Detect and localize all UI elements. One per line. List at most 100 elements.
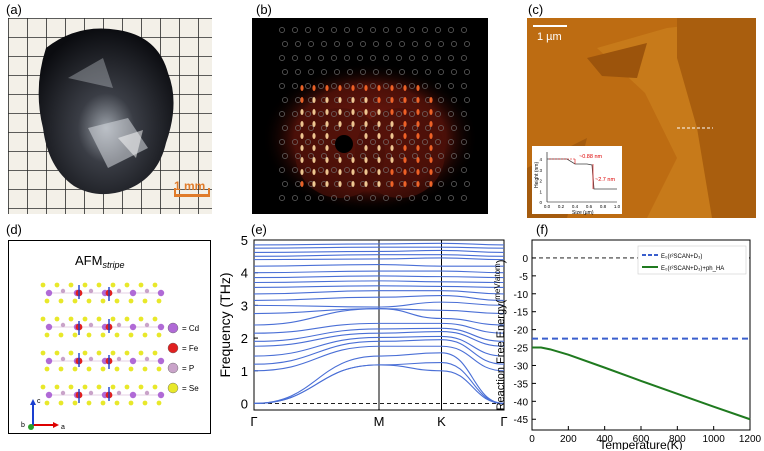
atom-p [60,288,66,294]
atom-se [44,366,50,372]
atom-cd [157,289,165,297]
atom-p [88,322,94,328]
panel-label-e: (e) [251,222,267,237]
structure-title-sub: stripe [102,260,124,270]
legend-swatch [167,382,179,394]
legend-box [637,245,747,275]
atom-se [114,366,120,372]
phonon-band [253,246,505,249]
inset-ytick: 1 [539,189,542,194]
xtick-label: 600 [633,434,650,445]
ytick-label: -5 [519,272,528,283]
legend-swatch [167,362,179,374]
atom-se [82,384,88,390]
xtick-label: 400 [596,434,613,445]
legend-label: = P [182,364,194,373]
atom-p [116,322,122,328]
crystal-photo: 1 mm [8,18,212,214]
axis-c-label: c [37,398,41,405]
atom-p [144,356,150,362]
phonon-band [253,280,505,284]
atom-se [72,400,78,406]
scale-bar-label-a: 1 mm [174,179,205,193]
atom-se [40,350,46,356]
atom-p [88,356,94,362]
atom-se [110,282,116,288]
atom-se [138,384,144,390]
series-line [532,346,751,421]
atom-cd [129,323,137,331]
atom-se [128,332,134,338]
atom-cd [157,391,165,399]
atom-se [152,350,158,356]
xtick-label: 1000 [703,434,726,445]
atom-se [86,332,92,338]
atom-se [40,316,46,322]
atom-se [44,332,50,338]
atom-se [110,350,116,356]
atom-se [96,384,102,390]
atom-p [144,322,150,328]
inset-annot-1: ~0.88 nm [579,154,603,160]
inset-xtick: 0.6 [586,204,593,209]
atom-se [68,316,74,322]
phonon-dispersion-chart: Γ M K Γ 0 1 2 3 4 5 Frequency (THz) [212,228,508,450]
atom-cd [45,323,53,331]
atom-se [68,384,74,390]
ytick-label: 5 [241,233,248,248]
inset-xtick: 1.0 [614,204,621,209]
ytick-label: -35 [514,379,529,390]
phonon-band [253,270,505,274]
ytick-label: -30 [514,361,529,372]
atom-se [142,298,148,304]
atom-se [124,282,130,288]
phonon-band [253,295,505,302]
ylabel: Reaction Free Energy(meV/atom) [493,260,507,411]
atom-se [124,350,130,356]
atom-p [144,390,150,396]
phonon-band [253,285,505,288]
ytick-label: -25 [514,344,529,355]
ytick-label: 0 [241,396,248,411]
panel-label-c: (c) [528,2,544,17]
ytick-label: 3 [241,298,248,313]
atom-se [100,366,106,372]
atom-p [116,288,122,294]
ytick-label: 1 [241,364,248,379]
atom-p [116,390,122,396]
phonon-band [253,339,505,365]
axis-b-label: b [21,422,25,429]
atom-se [152,282,158,288]
inset-ytick: 0 [539,200,542,205]
panel-label-a: (a) [6,2,22,17]
atom-se [40,282,46,288]
legend-label: = Se [182,384,199,393]
phonon-band [253,308,505,326]
legend-label: = Cd [182,324,199,333]
phonon-band [253,345,505,372]
atom-se [156,366,162,372]
atom-se [86,298,92,304]
kpoint-label: M [374,414,385,429]
atom-se [54,316,60,322]
phonon-band [253,249,505,253]
atom-se [138,282,144,288]
atom-se [156,400,162,406]
free-energy-chart: 0 200 400 600 800 1000 1200 0 -5 -10 -15 -20 -25 -30 -… [490,228,764,450]
atom-cd [45,391,53,399]
atom-cd [129,289,137,297]
atom-se [100,298,106,304]
legend-swatch [167,322,179,334]
kpoint-label: Γ [250,414,257,429]
axis-a-label: a [61,424,65,431]
panel-label-f: (f) [536,222,549,237]
atom-p [144,288,150,294]
legend-label: E₀(r²SCAN+D₃)+ph_HA [661,266,724,272]
atom-se [82,282,88,288]
atom-se [54,384,60,390]
atom-se [58,366,64,372]
atom-se [40,384,46,390]
atom-cd [129,357,137,365]
phonon-band [253,275,505,279]
phonon-band [253,254,505,257]
